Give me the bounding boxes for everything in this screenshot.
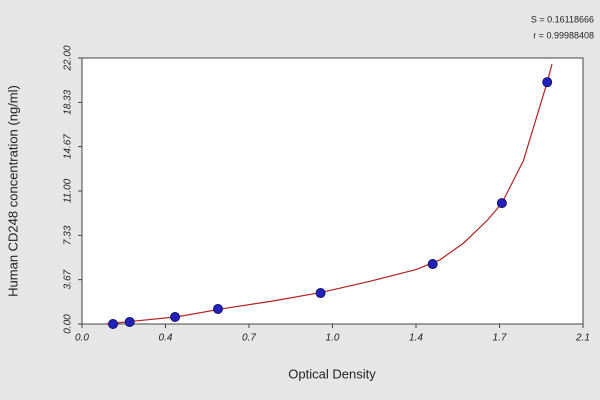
plot-area xyxy=(81,57,584,325)
x-tick-label: 2.1 xyxy=(575,333,590,344)
y-tick-label: 11.00 xyxy=(63,178,74,203)
data-point xyxy=(542,77,553,88)
data-point xyxy=(124,316,135,327)
y-tick-label: 14.67 xyxy=(63,134,74,159)
data-point xyxy=(108,319,119,329)
annotation: S = 0.16118666 xyxy=(531,14,594,24)
x-axis-label: Optical Density xyxy=(288,366,376,381)
y-tick-label: 18.33 xyxy=(63,89,74,114)
y-tick-label: 3.67 xyxy=(63,269,74,289)
fit-curve xyxy=(105,63,553,325)
x-tick-label: 0.4 xyxy=(159,333,173,344)
x-tick-label: 0.0 xyxy=(75,333,89,344)
data-point xyxy=(427,259,438,270)
y-tick-label: 22.00 xyxy=(63,45,74,71)
x-tick-label: 1.7 xyxy=(493,333,507,344)
data-point xyxy=(212,304,223,315)
data-point xyxy=(496,198,507,209)
x-tick-label: 1.4 xyxy=(409,333,423,344)
x-tick-label: 0.7 xyxy=(242,333,256,344)
data-point xyxy=(170,311,181,322)
data-point xyxy=(315,288,326,299)
x-tick-label: 1.0 xyxy=(326,333,340,344)
y-tick-label: 0.00 xyxy=(63,314,74,334)
y-axis-label: Human CD248 concentration (ng/ml) xyxy=(5,85,20,297)
annotation: r = 0.99988408 xyxy=(533,30,594,40)
y-tick-label: 7.33 xyxy=(63,225,74,245)
